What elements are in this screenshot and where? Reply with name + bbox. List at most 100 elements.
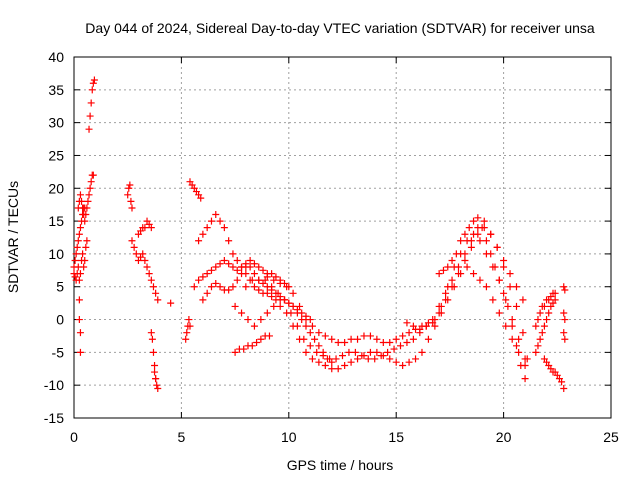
data-point <box>87 178 95 186</box>
data-point <box>334 339 342 347</box>
data-point <box>167 299 175 307</box>
data-point <box>439 266 447 274</box>
data-point <box>321 361 329 369</box>
data-point <box>238 309 246 317</box>
data-point <box>373 335 381 343</box>
data-point <box>203 270 211 278</box>
data-point <box>347 358 355 366</box>
data-point <box>281 296 289 304</box>
x-tick-label: 5 <box>178 429 186 445</box>
data-point <box>366 348 374 356</box>
data-point <box>351 348 359 356</box>
data-point <box>515 348 523 356</box>
data-point <box>489 296 497 304</box>
data-point <box>341 361 349 369</box>
data-point <box>225 286 233 294</box>
data-point <box>448 276 456 284</box>
data-point <box>500 256 508 264</box>
data-point <box>212 263 220 271</box>
series-arc-20 <box>403 217 531 363</box>
data-point <box>85 125 93 133</box>
y-tick-label: 40 <box>48 49 64 65</box>
data-point <box>450 283 458 291</box>
data-point <box>76 348 84 356</box>
data-point <box>405 358 413 366</box>
data-point <box>233 266 241 274</box>
data-point <box>87 99 95 107</box>
data-point <box>289 289 297 297</box>
data-point <box>347 335 355 343</box>
data-point <box>561 316 569 324</box>
data-point <box>536 309 544 317</box>
data-point <box>90 76 98 84</box>
data-point <box>231 302 239 310</box>
data-point <box>149 348 157 356</box>
data-point <box>306 342 314 350</box>
data-point <box>561 286 569 294</box>
data-point <box>308 322 316 330</box>
data-point <box>300 335 308 343</box>
data-point <box>478 224 486 232</box>
data-point <box>435 302 443 310</box>
data-point <box>319 352 327 360</box>
data-point <box>83 237 91 245</box>
data-point <box>216 260 224 268</box>
data-point <box>270 276 278 284</box>
data-point <box>75 296 83 304</box>
data-point <box>315 358 323 366</box>
data-point <box>560 329 568 337</box>
data-point <box>371 355 379 363</box>
series-arc-09 <box>147 329 162 392</box>
data-point <box>437 309 445 317</box>
data-point <box>399 332 407 340</box>
data-point <box>515 335 523 343</box>
y-tick-label: 35 <box>48 82 64 98</box>
series-arc-11 <box>182 316 194 343</box>
data-point <box>270 302 278 310</box>
data-point <box>315 342 323 350</box>
data-point <box>302 322 310 330</box>
data-point <box>253 339 261 347</box>
data-point <box>396 342 404 350</box>
data-point <box>128 237 136 245</box>
data-point <box>384 348 392 356</box>
data-point <box>339 352 346 360</box>
data-point <box>534 342 542 350</box>
data-point <box>250 270 258 278</box>
x-tick-label: 0 <box>70 429 78 445</box>
series-arc-07 <box>128 237 162 304</box>
data-point <box>263 289 271 297</box>
data-point <box>154 384 162 392</box>
data-point <box>76 329 84 337</box>
data-point <box>377 352 385 360</box>
y-tick-label: -15 <box>44 410 64 426</box>
data-point <box>532 348 540 356</box>
data-point <box>225 260 233 268</box>
x-tick-label: 25 <box>603 429 619 445</box>
grid <box>74 57 611 418</box>
data-point <box>390 345 398 353</box>
data-point <box>500 289 508 297</box>
data-point <box>345 348 353 356</box>
data-point <box>220 256 228 264</box>
data-point <box>141 256 149 264</box>
data-point <box>504 302 512 310</box>
y-tick-label: 20 <box>48 180 64 196</box>
data-point <box>75 230 83 238</box>
data-point <box>429 319 437 327</box>
data-point <box>182 335 190 343</box>
data-point <box>197 194 205 202</box>
data-point <box>296 302 304 310</box>
data-point <box>508 316 516 324</box>
data-point <box>540 322 548 330</box>
data-point <box>442 289 450 297</box>
data-point <box>364 355 372 363</box>
data-point <box>145 270 153 278</box>
data-point <box>233 256 241 264</box>
data-point <box>321 332 329 340</box>
chart-title: Day 044 of 2024, Sidereal Day-to-day VTE… <box>85 20 595 36</box>
y-tick-label: -10 <box>44 377 64 393</box>
data-point <box>199 273 207 281</box>
data-point <box>461 230 469 238</box>
x-axis-label: GPS time / hours <box>287 457 394 473</box>
